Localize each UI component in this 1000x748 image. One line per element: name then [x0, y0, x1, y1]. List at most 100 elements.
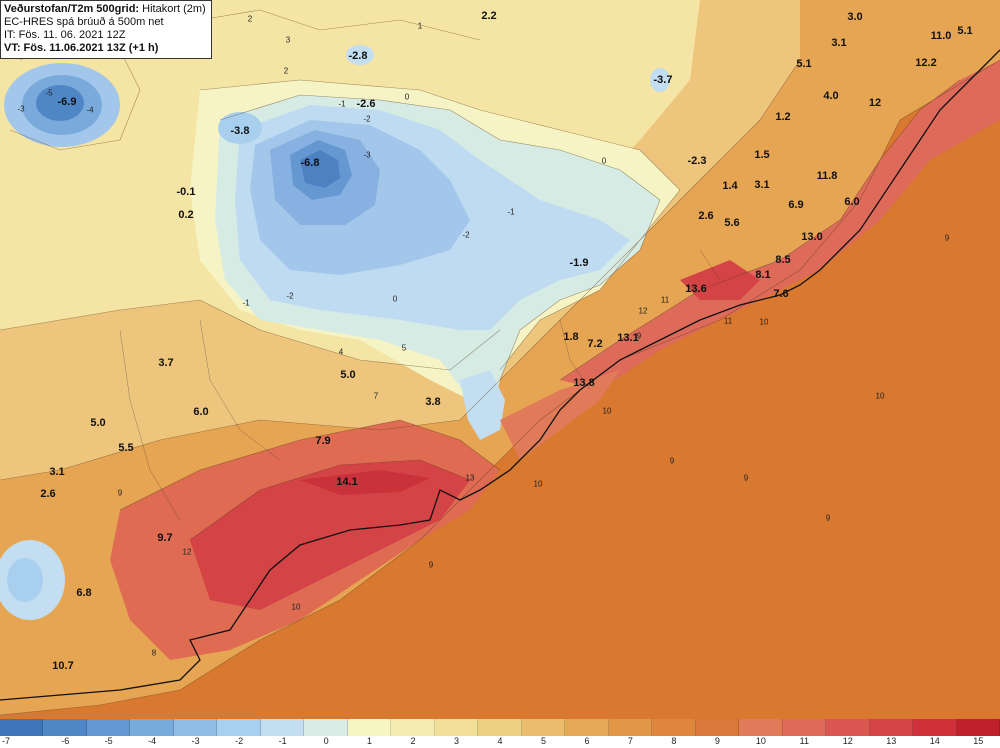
temp-label: -2.6 — [356, 98, 376, 110]
temp-label: 2.6 — [40, 488, 56, 500]
contour-label: 13 — [465, 473, 475, 483]
temp-label: 3.1 — [49, 466, 65, 478]
contour-lines — [0, 9, 1000, 716]
model-line: EC-HRES spá brúuð á 500m net — [4, 16, 164, 28]
contour-label: 12 — [182, 547, 192, 557]
contour-label: 2 — [247, 14, 253, 24]
temp-label: 8.1 — [755, 269, 771, 281]
contour-label: 1 — [417, 21, 423, 31]
temp-label: 12 — [868, 97, 882, 109]
contour-label: 8 — [151, 648, 157, 658]
map-info-box: Veðurstofan/T2m 500grid: Hitakort (2m) E… — [0, 0, 212, 59]
temp-label: -2.8 — [348, 50, 368, 62]
contour-label: -5 — [45, 88, 53, 98]
contour-label: 9 — [636, 331, 642, 341]
temp-label: -3.7 — [653, 74, 673, 86]
contour-label: 4 — [338, 347, 344, 357]
colorbar-tick: 1 — [367, 736, 373, 746]
contour-label: 0 — [404, 92, 410, 102]
glacier-tongue — [460, 370, 505, 440]
colorbar-tick: -3 — [191, 736, 200, 746]
temp-label: 3.8 — [425, 396, 441, 408]
east-coast-warm — [560, 60, 1000, 390]
cold-spot-a — [218, 112, 262, 144]
temp-label: 0.2 — [178, 209, 194, 221]
valid-time: VT: Fös. 11.06.2021 13Z (+1 h) — [4, 42, 159, 54]
contour-label: -2 — [286, 291, 294, 301]
south-coast-warm — [500, 370, 620, 460]
colorbar-swatch — [695, 719, 740, 736]
contour-label: 0 — [601, 156, 607, 166]
temp-label: 3.0 — [847, 11, 863, 23]
colorbar-swatch — [478, 719, 522, 736]
colorbar-swatch — [43, 719, 87, 736]
colorbar-swatch — [434, 719, 479, 736]
contour-label: -3 — [363, 150, 371, 160]
temp-label: 7.9 — [315, 435, 331, 447]
contour-label: 2 — [283, 66, 289, 76]
temp-label: 5.1 — [796, 58, 812, 70]
temp-label: 6.0 — [193, 406, 209, 418]
colorbar-tick: 8 — [671, 736, 677, 746]
temp-label: 5.0 — [340, 369, 356, 381]
colorbar-tick: 7 — [627, 736, 633, 746]
temp-label: 2.2 — [481, 10, 497, 22]
colorbar-tick: 15 — [973, 736, 984, 746]
cold-spot-e — [7, 558, 43, 602]
colorbar-tick: 4 — [497, 736, 503, 746]
temp-label: 7.6 — [773, 288, 789, 300]
map-title: Veðurstofan/T2m 500grid: Hitakort (2m) — [4, 3, 206, 15]
temp-label: 5.1 — [957, 25, 973, 37]
colorbar-tick: 6 — [584, 736, 590, 746]
colorbar-tick: -4 — [148, 736, 157, 746]
contour-label: -4 — [86, 105, 94, 115]
colorbar-swatch — [347, 719, 392, 736]
temp-label: 4.0 — [823, 90, 839, 102]
colorbar-tick: 0 — [323, 736, 329, 746]
contour-label: -2 — [363, 114, 371, 124]
cold-spot-c — [650, 68, 670, 92]
contour-label: 9 — [428, 560, 434, 570]
contour-label: -3 — [17, 104, 25, 114]
colorbar-swatch — [0, 719, 44, 736]
contour-label: 10 — [533, 479, 543, 489]
contour-label: 10 — [291, 602, 301, 612]
colorbar-tick: 12 — [842, 736, 853, 746]
contour-label: -1 — [242, 298, 250, 308]
temp-label: -6.9 — [57, 96, 77, 108]
lowland-hottest — [300, 470, 430, 495]
colorbar-tick: -1 — [278, 736, 287, 746]
colorbar-swatch — [652, 719, 696, 736]
contour-label: 11 — [660, 295, 670, 305]
contour-label: -2 — [462, 230, 470, 240]
temp-label: -0.1 — [176, 186, 196, 198]
colorbar-swatch — [565, 719, 609, 736]
contour-label: 11 — [723, 316, 733, 326]
contour-label: 9 — [117, 488, 123, 498]
temp-label: 13.0 — [801, 231, 823, 243]
temperature-colorbar — [0, 719, 1000, 736]
colorbar-swatch — [739, 719, 783, 736]
colorbar-ticks: -7 -6 -5 -4 -3 -2 -1 0 1 2 3 4 5 6 7 8 9 10 11 12 13 14 15 — [0, 735, 1000, 748]
colorbar-swatch — [826, 719, 870, 736]
temp-label: 3.1 — [754, 179, 770, 191]
colorbar-tick: 11 — [799, 736, 810, 746]
colorbar-swatch — [956, 719, 1000, 736]
colorbar-tick: -5 — [104, 736, 113, 746]
contour-label: -1 — [338, 99, 346, 109]
temp-label: -2.3 — [687, 155, 707, 167]
temp-label: 1.5 — [754, 149, 770, 161]
contour-label: 5 — [401, 343, 407, 353]
temp-label: 6.8 — [76, 587, 92, 599]
temp-label: 7.2 — [587, 338, 603, 350]
temp-label: 13.1 — [617, 332, 639, 344]
contour-label: 9 — [669, 456, 675, 466]
temp-label: -6.8 — [300, 157, 320, 169]
colorbar-tick: 10 — [755, 736, 766, 746]
colorbar-tick: 2 — [410, 736, 416, 746]
contour-label: 3 — [285, 35, 291, 45]
temp-label: 5.6 — [724, 217, 740, 229]
contour-label: 10 — [875, 391, 885, 401]
cold-spot-b — [346, 45, 374, 65]
contour-label: -1 — [507, 207, 515, 217]
